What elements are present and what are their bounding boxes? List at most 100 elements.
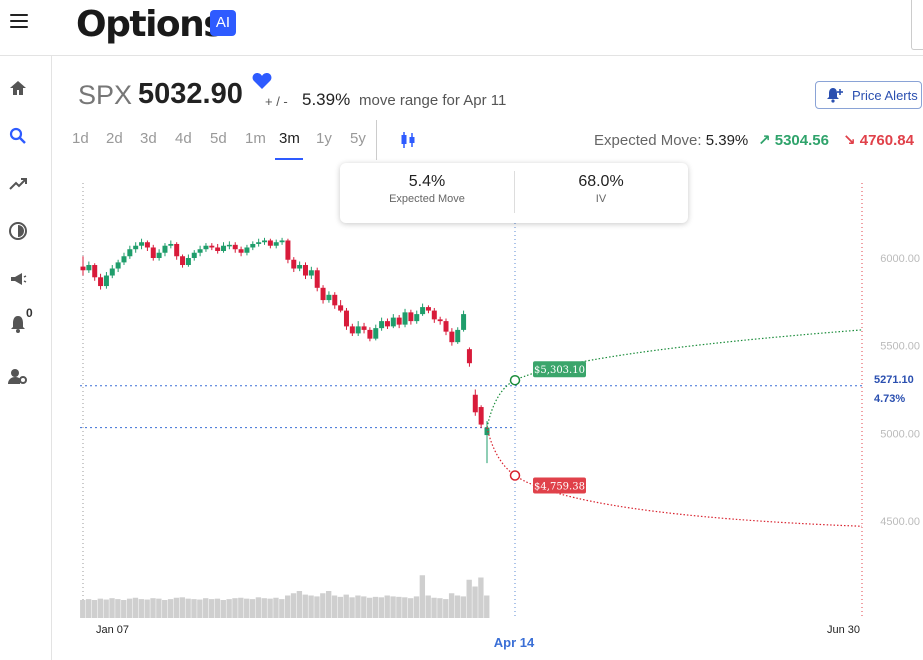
volume-bar — [419, 575, 426, 618]
x-axis-label: Jun 30 — [827, 624, 860, 636]
reference-price-label: 5271.10 — [874, 374, 914, 386]
candle-body — [425, 307, 431, 311]
volume-bar — [80, 600, 86, 618]
volume-bar — [349, 597, 355, 618]
candle-body — [484, 427, 490, 436]
candle-body — [144, 242, 150, 248]
candle-body — [302, 265, 308, 276]
lower-target: ↘ 4760.84 — [843, 131, 914, 149]
price-alerts-button[interactable]: Price Alerts — [815, 81, 922, 109]
volume-bar — [179, 597, 185, 618]
volume-bar — [361, 596, 367, 618]
candle-body — [174, 243, 180, 257]
home-icon[interactable] — [8, 78, 28, 98]
candle-body — [250, 243, 256, 248]
megaphone-icon[interactable] — [8, 269, 28, 289]
candle-body — [168, 243, 174, 246]
toolbar-divider — [376, 120, 377, 160]
candle-body — [420, 307, 426, 315]
volume-bar — [384, 595, 390, 618]
upper-target-price-label: $5,303.10 — [534, 365, 585, 376]
candle-body — [338, 305, 344, 311]
candle-body — [349, 326, 355, 334]
price-alerts-label: Price Alerts — [852, 88, 918, 103]
user-settings-icon[interactable] — [8, 366, 28, 386]
tab-5d[interactable]: 5d — [210, 130, 227, 147]
volume-bar — [454, 595, 461, 618]
candle-body — [478, 407, 484, 425]
volume-bar — [226, 599, 232, 618]
volume-bar — [296, 591, 303, 618]
upper-expected-move-curve — [486, 329, 863, 428]
volume-bar — [185, 598, 191, 618]
favorite-heart-icon[interactable] — [252, 72, 272, 90]
card-iv-label: IV — [595, 193, 607, 205]
volume-bar — [402, 597, 408, 618]
candle-body — [244, 247, 250, 253]
candle-body — [221, 245, 227, 251]
lower-target-value: 4760.84 — [859, 132, 914, 149]
volume-bar — [197, 599, 203, 618]
candle-body — [121, 256, 127, 263]
volume-bar — [255, 597, 262, 618]
candle-body — [197, 249, 203, 253]
candlestick-toggle-icon[interactable] — [400, 131, 416, 149]
move-range-text: move range for Apr 11 — [359, 92, 507, 109]
logo[interactable]: Options — [76, 4, 225, 45]
tab-1y[interactable]: 1y — [316, 130, 332, 147]
bell-icon[interactable] — [8, 314, 28, 334]
y-tick-label: 4500.00 — [880, 516, 920, 528]
tab-3m[interactable]: 3m — [279, 130, 300, 147]
volume-bar — [308, 595, 314, 618]
candle-body — [332, 294, 338, 306]
volume-bar — [443, 599, 449, 618]
panel-handle[interactable] — [911, 0, 923, 50]
tab-5y[interactable]: 5y — [350, 130, 366, 147]
candle-body — [256, 242, 262, 244]
candle-body — [466, 349, 472, 364]
candle-body — [408, 312, 414, 322]
pie-icon[interactable] — [8, 221, 28, 241]
volume-bar — [378, 597, 385, 618]
candle-body — [314, 270, 320, 288]
move-percent: 5.39% — [302, 90, 351, 109]
candle-body — [133, 245, 139, 250]
expected-move-summary: Expected Move: 5.39% — [594, 132, 748, 149]
volume-bar — [220, 600, 226, 618]
volume-bar — [267, 598, 273, 618]
volume-bar — [425, 595, 431, 618]
volume-bar — [413, 596, 420, 618]
volume-bar — [103, 599, 109, 618]
candle-body — [279, 240, 285, 243]
volume-bar — [191, 599, 197, 618]
trending-icon[interactable] — [8, 174, 28, 194]
volume-bar — [325, 591, 332, 618]
candle-body — [180, 256, 186, 266]
sidebar: 0 — [0, 56, 52, 660]
volume-bar — [279, 599, 285, 618]
candle-body — [379, 321, 385, 329]
y-tick-label: 6000.00 — [880, 253, 920, 265]
volume-bar — [314, 596, 320, 618]
card-divider — [514, 171, 515, 213]
volume-bar — [214, 598, 221, 618]
volume-bar — [431, 597, 437, 618]
card-iv-value: 68.0% — [578, 173, 624, 190]
volume-bar — [121, 600, 127, 618]
plus-minus-label: + / - — [265, 94, 288, 109]
card-expected-move: 5.4% Expected Move — [340, 173, 514, 205]
volume-bar — [85, 599, 92, 618]
ai-badge[interactable]: AI — [210, 10, 236, 36]
volume-bar — [232, 598, 238, 618]
search-icon[interactable] — [8, 126, 28, 146]
tab-1m[interactable]: 1m — [245, 130, 266, 147]
menu-icon[interactable] — [10, 14, 28, 30]
tab-1d[interactable]: 1d — [72, 130, 89, 147]
candle-body — [215, 247, 221, 251]
tab-2d[interactable]: 2d — [106, 130, 123, 147]
volume-bar — [91, 600, 98, 618]
tab-4d[interactable]: 4d — [175, 130, 192, 147]
candle-body — [262, 240, 268, 243]
tab-3d[interactable]: 3d — [140, 130, 157, 147]
